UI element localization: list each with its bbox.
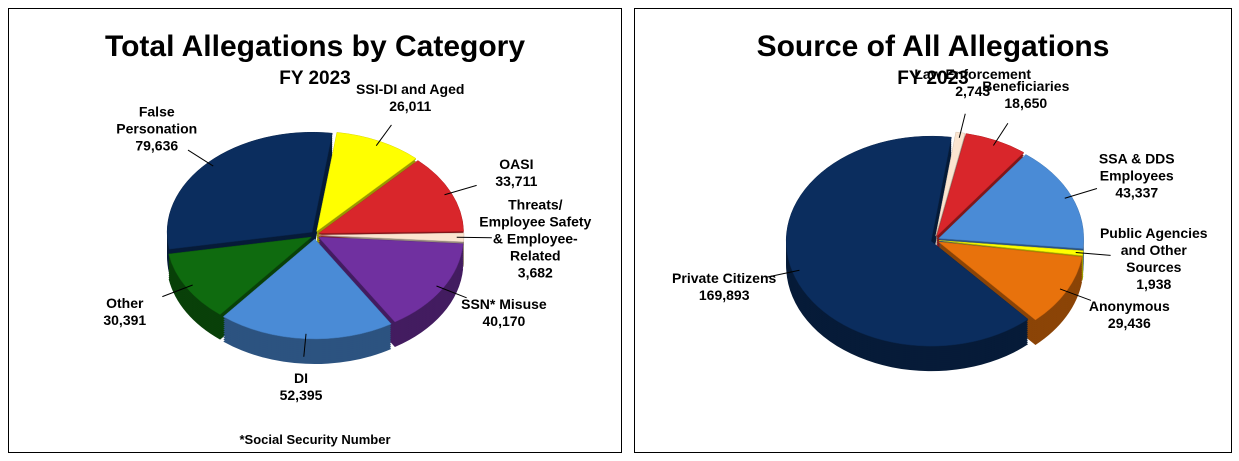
category-label: OASI xyxy=(499,156,534,173)
leader-line xyxy=(765,269,800,278)
leader-line xyxy=(1075,251,1111,256)
value-label: 2,743 xyxy=(955,82,991,99)
chart-subtitle: FY 2023 xyxy=(897,68,969,89)
leader-line xyxy=(992,123,1009,146)
data-label: Private Citizens 169,893 xyxy=(664,270,784,304)
chart-subtitle: FY 2023 xyxy=(279,68,351,89)
footnote: *Social Security Number xyxy=(239,432,391,447)
category-label: Beneficiaries xyxy=(982,77,1070,94)
category-label: DI xyxy=(294,369,309,386)
data-label: Beneficiaries 18,650 xyxy=(966,78,1086,112)
leader-line xyxy=(456,236,492,239)
category-label: Other xyxy=(106,294,144,311)
data-label: Anonymous 29,436 xyxy=(1069,298,1189,332)
value-label: 43,337 xyxy=(1115,184,1159,201)
leader-line xyxy=(303,333,307,357)
leader-line xyxy=(1059,288,1092,301)
category-label: Public Agencies and Other Sources xyxy=(1099,225,1208,276)
value-label: 18,650 xyxy=(1004,94,1048,111)
value-label: 1,938 xyxy=(1136,276,1172,293)
category-label: SSI-DI and Aged xyxy=(356,80,465,97)
leader-line xyxy=(162,284,193,298)
chart-title: Source of All Allegations xyxy=(756,30,1110,63)
data-label: SSI-DI and Aged 26,011 xyxy=(350,81,470,115)
category-label: SSN* Misuse xyxy=(461,296,547,313)
category-label: Threats/ Employee Safety & Employee-Rela… xyxy=(479,196,592,263)
leader-line xyxy=(1064,187,1098,199)
value-label: 33,711 xyxy=(495,173,538,190)
data-label: Public Agencies and Other Sources 1,938 xyxy=(1094,225,1214,293)
value-label: 3,682 xyxy=(517,264,553,280)
leader-line xyxy=(444,184,477,196)
value-label: 169,893 xyxy=(698,286,750,303)
category-label: Private Citizens xyxy=(672,269,777,286)
data-label: DI 52,395 xyxy=(241,370,361,404)
leader-line xyxy=(375,124,392,147)
chart-frame xyxy=(8,8,622,453)
data-label: False Personation 79,636 xyxy=(97,104,217,155)
data-label: SSN* Misuse 40,170 xyxy=(444,296,564,330)
data-label: OASI 33,711 xyxy=(456,156,576,190)
category-label: SSA & DDS Employees xyxy=(1098,150,1175,184)
category-label: Anonymous xyxy=(1088,298,1170,315)
leader-line xyxy=(958,113,966,138)
slice-side xyxy=(938,241,1084,257)
data-label: Other 30,391 xyxy=(65,295,185,329)
value-label: 30,391 xyxy=(103,311,147,328)
category-label: False Personation xyxy=(116,103,198,137)
data-label: SSA & DDS Employees 43,337 xyxy=(1077,150,1197,201)
value-label: 52,395 xyxy=(279,386,323,403)
slice-side xyxy=(935,135,966,240)
data-label: Threats/ Employee Safety & Employee-Rela… xyxy=(475,196,595,281)
leader-line xyxy=(436,285,467,299)
value-label: 26,011 xyxy=(389,97,432,114)
value-label: 79,636 xyxy=(135,137,179,154)
data-label: Law Enforcement 2,743 xyxy=(913,66,1033,100)
leader-line xyxy=(187,149,214,167)
category-label: Law Enforcement xyxy=(914,65,1032,82)
value-label: 29,436 xyxy=(1107,315,1151,332)
chart-frame xyxy=(634,8,1232,453)
chart-title: Total Allegations by Category xyxy=(104,30,526,63)
value-label: 40,170 xyxy=(482,313,526,330)
